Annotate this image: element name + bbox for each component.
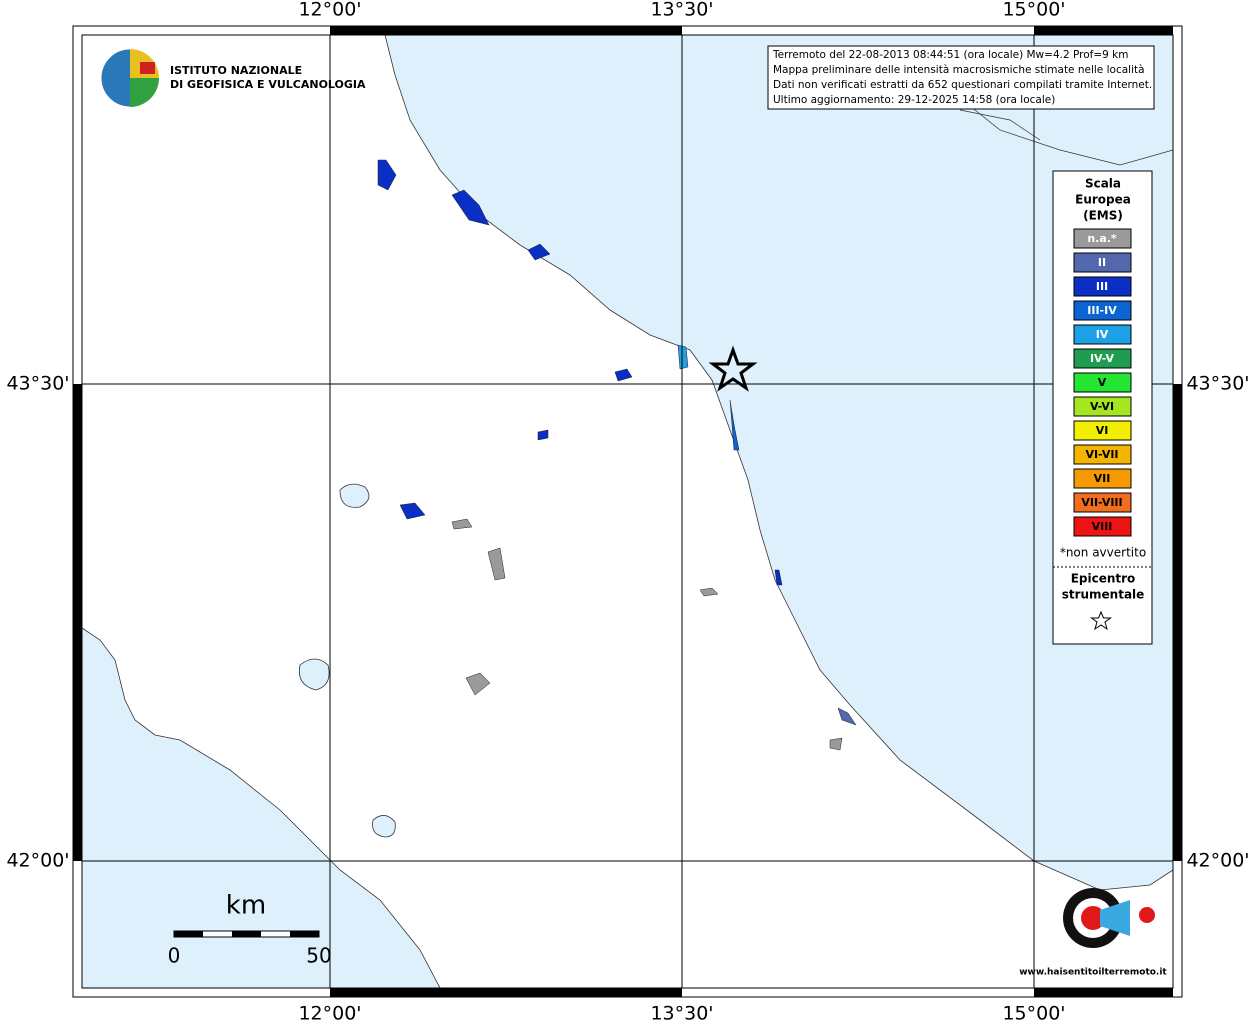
legend-label: VI — [1096, 424, 1109, 437]
legend-label: n.a.* — [1087, 232, 1117, 245]
locality — [677, 344, 689, 370]
locality — [527, 243, 551, 261]
info-line: Mappa preliminare delle intensità macros… — [773, 64, 1145, 76]
legend-label: III — [1096, 280, 1108, 293]
locality — [729, 399, 740, 451]
institute-line: DI GEOFISICA E VULCANOLOGIA — [170, 78, 366, 91]
legend-swatch — [1073, 396, 1132, 417]
site-logo: www.haisentitoilterremoto.it — [1019, 888, 1167, 978]
legend-label: IV-V — [1090, 352, 1115, 365]
legend-note: *non avvertito — [1060, 546, 1146, 560]
legend-swatch — [1073, 372, 1132, 393]
legend-title: (EMS) — [1083, 209, 1123, 223]
scale-label: 0 — [168, 944, 181, 968]
institute-line: ISTITUTO NAZIONALE — [170, 64, 302, 77]
locality — [699, 587, 719, 597]
info-box: Terremoto del 22-08-2013 08:44:51 (ora l… — [767, 45, 1155, 110]
legend-label: VII-VIII — [1081, 496, 1122, 509]
grid-label: 43°30' — [1186, 373, 1249, 395]
grid-label: 42°00' — [1186, 850, 1249, 872]
legend-star — [1089, 610, 1113, 631]
lake — [298, 658, 330, 691]
info-line: Ultimo aggiornamento: 29-12-2025 14:58 (… — [773, 94, 1055, 106]
info-line: Terremoto del 22-08-2013 08:44:51 (ora l… — [772, 49, 1128, 61]
locality — [451, 518, 473, 530]
epicenter-star — [708, 345, 758, 392]
lake — [372, 815, 396, 838]
legend-label: V-VI — [1090, 400, 1114, 413]
legend: ScalaEuropea(EMS)n.a.*IIIIIIII-IVIVIV-VV… — [1052, 170, 1153, 645]
legend-title: Scala — [1085, 177, 1121, 191]
locality — [537, 429, 549, 441]
legend-label: VIII — [1092, 520, 1113, 533]
grid-label: 43°30' — [6, 373, 69, 395]
legend-label: III-IV — [1087, 304, 1117, 317]
info-line: Dati non verificati estratti da 652 ques… — [773, 79, 1152, 91]
grid-label: 15°00' — [1002, 1003, 1065, 1025]
info-lines: Terremoto del 22-08-2013 08:44:51 (ora l… — [772, 49, 1152, 106]
legend-swatch — [1073, 468, 1132, 489]
frame-band — [1034, 26, 1173, 35]
legend-label: II — [1098, 256, 1106, 269]
legend-label: VII — [1094, 472, 1111, 485]
map-area — [81, 34, 1174, 989]
legend-swatch — [1073, 324, 1132, 345]
logo-segment — [130, 78, 159, 107]
legend-swatch — [1073, 348, 1132, 369]
site-url: www.haisentitoilterremoto.it — [1019, 968, 1167, 978]
locality — [774, 569, 783, 586]
frame-band — [1173, 384, 1182, 861]
site-logo-ring — [1081, 906, 1105, 930]
ingv-logo: ISTITUTO NAZIONALE DI GEOFISICA E VULCAN… — [100, 48, 366, 108]
legend-swatch — [1073, 420, 1132, 441]
site-logo-speaker — [1100, 900, 1130, 936]
grid-label: 13°30' — [650, 0, 713, 21]
legend-title: Europea — [1075, 193, 1131, 207]
legend-swatch — [1073, 252, 1132, 273]
legend-label: IV — [1096, 328, 1109, 341]
legend-label: V — [1098, 376, 1107, 389]
locality — [487, 547, 506, 581]
locality — [377, 159, 397, 191]
locality — [465, 672, 491, 696]
locality — [614, 368, 633, 382]
legend-swatch — [1073, 228, 1132, 249]
grid-labels: 12°00' 13°30' 15°00' 12°00' 13°30' 15°00' 43°3… — [6, 0, 1249, 1025]
frame-band — [1034, 988, 1173, 997]
scale-bar: km 0 50 — [168, 891, 332, 968]
scale-label: 50 — [306, 944, 331, 968]
frame-band — [330, 26, 682, 35]
site-logo-dot — [1139, 907, 1155, 923]
locality — [829, 737, 843, 751]
tyrrhenian-sea — [81, 627, 441, 989]
legend-epicenter: strumentale — [1062, 588, 1145, 602]
scale-segment — [174, 931, 203, 937]
frame-band — [330, 988, 682, 997]
legend-label: VI-VII — [1085, 448, 1118, 461]
grid-label: 15°00' — [1002, 0, 1065, 21]
locality — [399, 502, 426, 520]
scale-segment — [290, 931, 319, 937]
frame-band — [73, 384, 82, 861]
locality — [837, 707, 857, 726]
legend-swatch — [1073, 444, 1132, 465]
grid-label: 12°00' — [298, 1003, 361, 1025]
legend-epicenter: Epicentro — [1071, 572, 1136, 586]
locality — [451, 189, 490, 226]
grid-label: 13°30' — [650, 1003, 713, 1025]
legend-swatch — [1073, 516, 1132, 537]
legend-swatch — [1073, 492, 1132, 513]
legend-swatch — [1073, 300, 1132, 321]
grid-label: 12°00' — [298, 0, 361, 21]
localities — [377, 159, 857, 751]
scale-segment — [232, 931, 261, 937]
grid-label: 42°00' — [6, 850, 69, 872]
logo-segment — [140, 62, 155, 74]
frame — [72, 25, 1183, 998]
info-box-frame — [767, 45, 1155, 110]
lake — [339, 483, 370, 508]
scale-unit: km — [226, 891, 266, 921]
legend-swatch — [1073, 276, 1132, 297]
